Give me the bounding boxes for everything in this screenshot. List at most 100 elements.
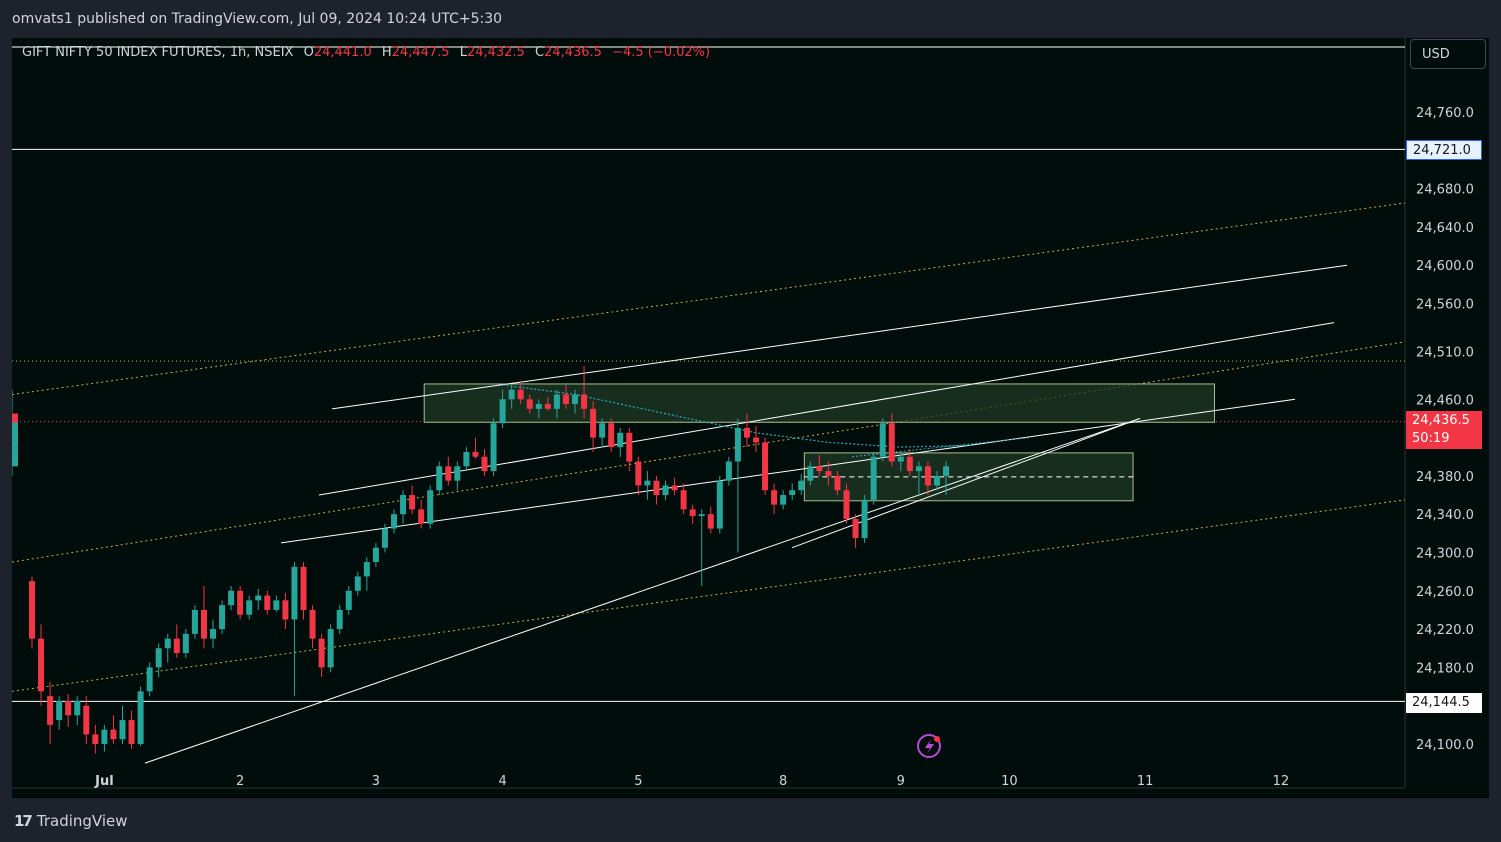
candle-body-8 [101,729,108,744]
candle-body-11 [128,720,135,744]
price-tick-label-7: 24,380.0 [1416,470,1474,485]
candle-body-10 [119,720,126,740]
candle-body-101 [943,466,950,476]
candle-body-97 [906,456,913,472]
candle-body-54 [517,389,524,400]
candle-body-26 [264,595,271,610]
chart-area[interactable]: 24,760.0 24,680.0 24,640.0 24,600.0 24,560.0… [12,38,1489,798]
candle-body-70 [662,485,669,496]
price-tick-label-6: 24,460.0 [1416,393,1474,408]
candle-body-71 [671,485,678,491]
candle-body-52 [499,399,506,424]
change-value: −4.5 (−0.02%) [612,45,711,60]
time-tick-label-1: 2 [236,774,244,789]
candle-body-55 [526,399,533,409]
low-label: L [459,45,467,60]
candle-body-98 [915,466,922,472]
candle-body-27 [273,600,280,610]
candle-body-2 [47,696,54,725]
yellow-channel-line-2 [12,499,1406,692]
price-tick-label-0: 24,760.0 [1416,106,1474,121]
time-tick-label-4: 5 [634,774,642,789]
candle-body-61 [581,394,588,409]
candle-body-49 [472,451,479,457]
candle-body-83 [780,495,787,505]
candle-body-19 [200,609,207,639]
candle-body-56 [535,404,542,409]
open-label: O [303,45,314,60]
candle-body-1 [38,638,45,692]
candle-body-9 [110,729,117,740]
chart-canvas[interactable]: 24,760.0 24,680.0 24,640.0 24,600.0 24,560.0… [12,38,1489,798]
candle-body-47 [454,466,461,481]
price-tick-label-1: 24,680.0 [1416,183,1474,198]
candle-body-63 [599,423,606,438]
flash-icon [917,734,941,758]
candle-body-39 [381,528,388,548]
flash-icon-bolt [925,739,934,754]
price-tick-label-10: 24,260.0 [1416,585,1474,600]
candle-body-12 [137,691,144,744]
trendline-0 [331,264,1348,410]
candle-body-86 [807,466,814,481]
candle-body-37 [363,562,370,577]
trendline-3 [144,417,1141,764]
candle-body-14 [155,648,162,668]
candle-body-23 [237,590,244,615]
price-tick-label-4: 24,560.0 [1416,298,1474,313]
current-price-tag: 24,436.5 [1406,411,1482,431]
candle-body-34 [336,609,343,630]
candle-body-77 [725,461,732,481]
candle-body-36 [354,576,361,591]
close-label: C [534,45,545,60]
level-bottom-tag: 24,144.5 [1406,693,1482,713]
candle-body-28 [282,600,289,620]
candle-body-74 [698,514,705,517]
time-tick-label-6: 9 [897,774,905,789]
candle-body-88 [825,471,832,476]
candle-body-95 [888,423,895,462]
price-tick-label-9: 24,300.0 [1416,546,1474,561]
tradingview-logo[interactable]: 17 TradingView [14,812,128,830]
candle-body-96 [897,456,904,462]
currency-button[interactable]: USD [1410,39,1486,69]
trendline-4 [791,417,1141,549]
candle-body-41 [400,495,407,515]
open-value: 24,441.0 [313,45,372,60]
candle-body-94 [879,423,886,457]
candle-body-22 [228,590,235,606]
yellow-channel-line-0 [12,202,1406,395]
candle-body-7 [92,734,99,744]
tradingview-logo-icon: 17 [14,812,33,830]
candle-body-16 [173,638,180,654]
candle-body-35 [345,590,352,610]
trendline-1 [318,322,1335,496]
candle-body-5 [74,700,81,716]
candle-body-80 [753,437,759,443]
candle-body-76 [716,480,723,529]
candle-body-15 [164,638,171,649]
top-bar: omvats1 published on TradingView.com, Ju… [0,0,1501,38]
brand-name: TradingView [36,812,128,830]
candle-body-60 [572,394,578,405]
candle-body-30 [300,566,307,610]
candle-body-21 [219,605,226,630]
candle-body-20 [210,629,216,639]
candle-body-24 [246,600,253,615]
candle-body-72 [680,490,687,510]
candle-body-82 [771,490,778,505]
candle-body-66 [626,432,633,462]
candle-body-45 [436,466,443,491]
price-tick-label-11: 24,220.0 [1416,623,1474,638]
candle-body-89 [834,475,841,491]
candle-body-65 [617,432,624,448]
candle-body-51 [490,423,497,472]
candle-body-32 [318,638,325,668]
candle-body-17 [182,633,189,654]
published-text: omvats1 published on TradingView.com, Ju… [12,11,503,27]
candle-body-31 [309,609,316,639]
time-tick-label-7: 10 [1001,774,1018,789]
low-value: 24,432.5 [466,45,525,60]
candle-body-78 [734,428,741,462]
candle-body-73 [689,509,696,517]
